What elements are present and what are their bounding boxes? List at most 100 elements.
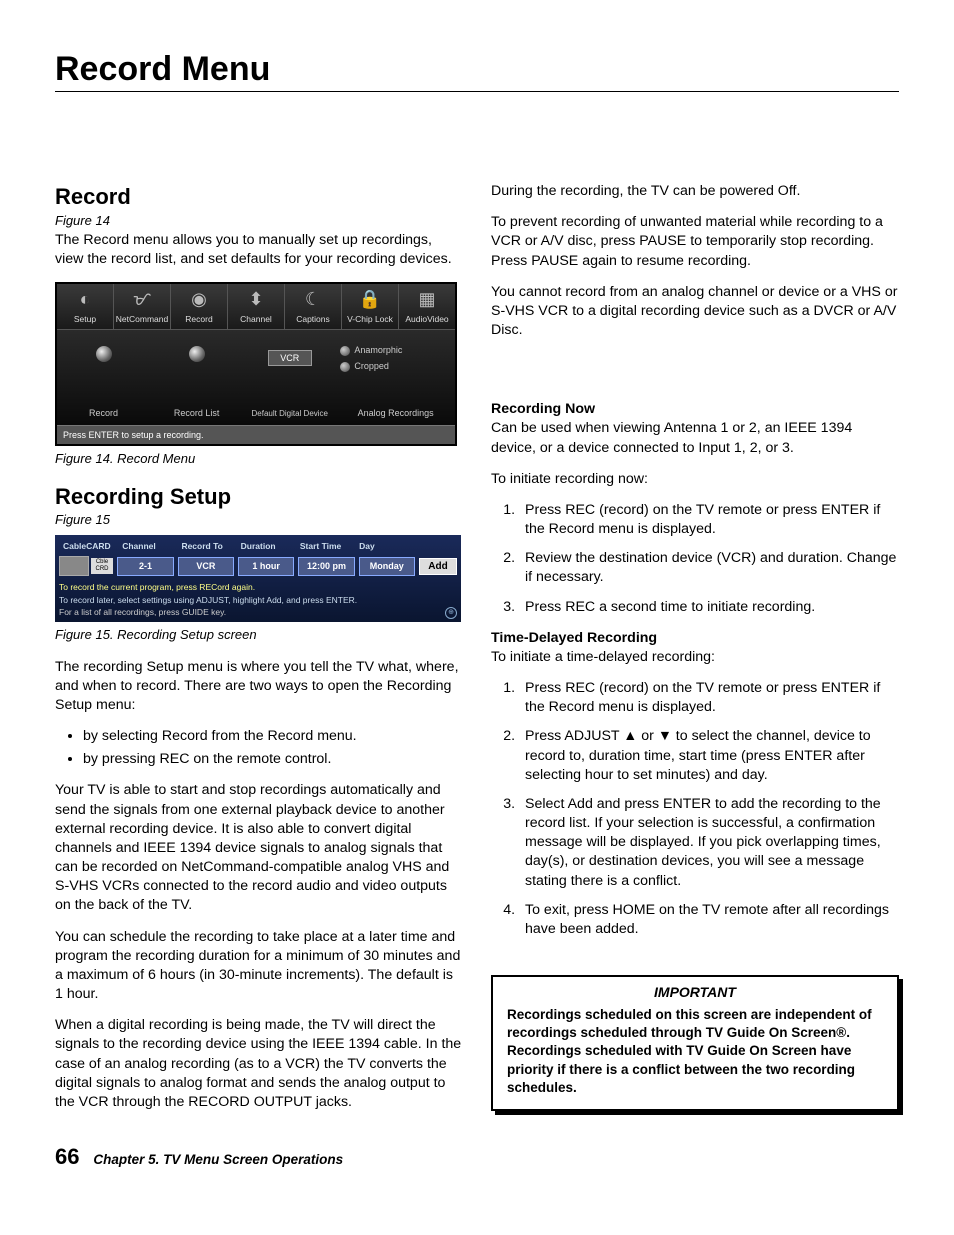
setup-paragraph-3: You can schedule the recording to take p… (55, 928, 463, 1005)
day-cell: Monday (359, 557, 415, 575)
radio-small-icon (340, 346, 350, 356)
anamorphic-label: Anamorphic (354, 345, 402, 355)
setup-paragraph-4: When a digital recording is being made, … (55, 1016, 463, 1112)
right-column: During the recording, the TV can be powe… (491, 182, 899, 1124)
list-item: by selecting Record from the Record menu… (83, 727, 463, 746)
important-body: Recordings scheduled on this screen are … (493, 1006, 897, 1109)
hdr-duration: Duration (237, 541, 296, 552)
figure14-footer: Press ENTER to setup a recording. (57, 425, 455, 444)
page-footer: 66 Chapter 5. TV Menu Screen Operations (55, 1144, 899, 1170)
figure14-analog-col: Anamorphic Cropped Analog Recordings (336, 330, 455, 425)
important-box: IMPORTANT Recordings scheduled on this s… (491, 975, 899, 1111)
page-number: 66 (55, 1144, 79, 1169)
figure14-tab-row: ◐Setup ᜋNetCommand ◉Record ⬍Channel ☾Cap… (57, 284, 455, 330)
add-cell: Add (419, 560, 457, 574)
list-item: by pressing REC on the remote control. (83, 750, 463, 769)
chapter-label: Chapter 5. TV Menu Screen Operations (93, 1152, 343, 1167)
vcr-box: VCR (268, 350, 312, 366)
record-list-label: Record List (154, 407, 239, 419)
tab-vchip: 🔒V-Chip Lock (342, 284, 399, 329)
figure14-recordlist-col: Record List (150, 330, 243, 425)
right-p1: During the recording, the TV can be powe… (491, 182, 899, 201)
device-icon (59, 556, 89, 576)
hdr-blank (414, 541, 457, 552)
tab-vchip-label: V-Chip Lock (342, 314, 398, 325)
tab-netcommand: ᜋNetCommand (114, 284, 171, 329)
recording-now-text: Can be used when viewing Antenna 1 or 2,… (491, 419, 899, 457)
list-item: To exit, press HOME on the TV remote aft… (519, 901, 899, 939)
right-p3: You cannot record from an analog channel… (491, 283, 899, 341)
recording-now-steps: Press REC (record) on the TV remote or p… (491, 501, 899, 617)
list-item: Press ADJUST ▲ or ▼ to select the channe… (519, 727, 899, 785)
corner-icon: ⊕ (445, 607, 457, 619)
channel-cell: 2-1 (117, 557, 173, 575)
cropped-row: Cropped (340, 360, 451, 372)
figure15-line3: For a list of all recordings, press GUID… (59, 607, 457, 618)
tab-setup-label: Setup (57, 314, 113, 325)
setup-paragraph-2: Your TV is able to start and stop record… (55, 781, 463, 915)
right-p2: To prevent recording of unwanted materia… (491, 213, 899, 271)
page-title: Record Menu (55, 50, 899, 92)
cropped-label: Cropped (354, 361, 389, 371)
add-button: Add (419, 558, 456, 575)
tab-channel-label: Channel (228, 314, 284, 325)
list-item: Press REC (record) on the TV remote or p… (519, 679, 899, 717)
list-item: Select Add and press ENTER to add the re… (519, 795, 899, 891)
figure15-reference: Figure 15 (55, 511, 463, 529)
figure14-caption: Figure 14. Record Menu (55, 450, 463, 468)
tab-record: ◉Record (171, 284, 228, 329)
figure15-line2: To record later, select settings using A… (59, 595, 457, 606)
setup-paragraph-1: The recording Setup menu is where you te… (55, 658, 463, 716)
record-intro-text: The Record menu allows you to manually s… (55, 231, 463, 269)
hdr-day: Day (355, 541, 414, 552)
radio-icon (96, 346, 112, 362)
default-digital-label: Default Digital Device (247, 410, 332, 419)
tab-channel: ⬍Channel (228, 284, 285, 329)
recordto-cell: VCR (178, 557, 234, 575)
figure15-recording-setup: CableCARD Channel Record To Duration Sta… (55, 535, 461, 622)
list-item: Press REC (record) on the TV remote or p… (519, 501, 899, 539)
hdr-starttime: Start Time (296, 541, 355, 552)
tab-netcommand-label: NetCommand (114, 314, 170, 325)
hdr-channel: Channel (118, 541, 177, 552)
cablecard-cell: Cble CRD (59, 556, 113, 576)
setup-bullet-list: by selecting Record from the Record menu… (55, 727, 463, 769)
starttime-cell: 12:00 pm (298, 557, 354, 575)
figure15-line1: To record the current program, press REC… (59, 582, 457, 593)
figure15-row: Cble CRD 2-1 VCR 1 hour 12:00 pm Monday … (59, 556, 457, 576)
figure14-record-col: Record (57, 330, 150, 425)
figure15-headers: CableCARD Channel Record To Duration Sta… (59, 541, 457, 552)
heading-recording-now: Recording Now (491, 400, 899, 419)
figure14-device-col: VCR Default Digital Device (243, 330, 336, 425)
left-column: Record Figure 14 The Record menu allows … (55, 182, 463, 1124)
tab-setup: ◐Setup (57, 284, 114, 329)
tab-captions: ☾Captions (285, 284, 342, 329)
time-delayed-intro: To initiate a time-delayed recording: (491, 648, 899, 667)
chip-icon: Cble CRD (91, 558, 113, 574)
important-title: IMPORTANT (493, 977, 897, 1006)
tab-audiovideo: ▦AudioVideo (399, 284, 455, 329)
list-item: Press REC a second time to initiate reco… (519, 598, 899, 617)
radio-icon (189, 346, 205, 362)
figure15-caption: Figure 15. Recording Setup screen (55, 626, 463, 644)
anamorphic-row: Anamorphic (340, 344, 451, 356)
tab-audiovideo-label: AudioVideo (399, 314, 455, 325)
heading-time-delayed: Time-Delayed Recording (491, 629, 899, 648)
tab-captions-label: Captions (285, 314, 341, 325)
duration-cell: 1 hour (238, 557, 294, 575)
content-columns: Record Figure 14 The Record menu allows … (55, 182, 899, 1124)
figure14-reference: Figure 14 (55, 212, 463, 230)
time-delayed-steps: Press REC (record) on the TV remote or p… (491, 679, 899, 939)
record-label: Record (61, 407, 146, 419)
analog-recordings-label: Analog Recordings (340, 407, 451, 419)
hdr-cablecard: CableCARD (59, 541, 118, 552)
figure14-body: Record Record List VCR Default Digital D… (57, 330, 455, 425)
figure14-record-menu: ◐Setup ᜋNetCommand ◉Record ⬍Channel ☾Cap… (55, 282, 457, 447)
heading-record: Record (55, 182, 463, 212)
tab-record-label: Record (171, 314, 227, 325)
recording-now-intro: To initiate recording now: (491, 470, 899, 489)
heading-recording-setup: Recording Setup (55, 482, 463, 512)
radio-small-icon (340, 362, 350, 372)
list-item: Review the destination device (VCR) and … (519, 549, 899, 587)
hdr-recordto: Record To (177, 541, 236, 552)
